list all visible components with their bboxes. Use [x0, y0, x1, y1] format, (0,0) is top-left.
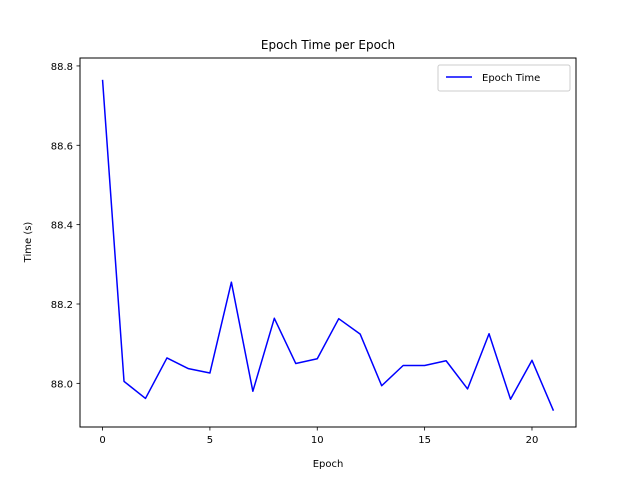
y-tick-label: 88.0 — [51, 379, 73, 390]
y-axis-label: Time (s) — [23, 222, 34, 264]
legend-label: Epoch Time — [482, 73, 540, 84]
y-tick-label: 88.8 — [51, 62, 73, 73]
y-tick-label: 88.4 — [51, 221, 73, 232]
x-axis-label: Epoch — [313, 459, 344, 470]
plot-area — [101, 79, 555, 412]
series-line-epoch-time — [101, 79, 555, 412]
y-tick-label: 88.6 — [51, 141, 73, 152]
axes-frame — [79, 57, 577, 428]
x-tick-label: 10 — [311, 435, 324, 446]
legend-box — [437, 64, 571, 92]
y-tick-label: 88.2 — [51, 300, 73, 311]
x-tick-label: 5 — [207, 435, 213, 446]
x-tick-label: 20 — [526, 435, 539, 446]
chart-title: Epoch Time per Epoch — [261, 38, 395, 52]
x-tick-label: 15 — [418, 435, 431, 446]
x-tick-label: 0 — [99, 435, 105, 446]
legend: Epoch Time — [437, 64, 571, 92]
